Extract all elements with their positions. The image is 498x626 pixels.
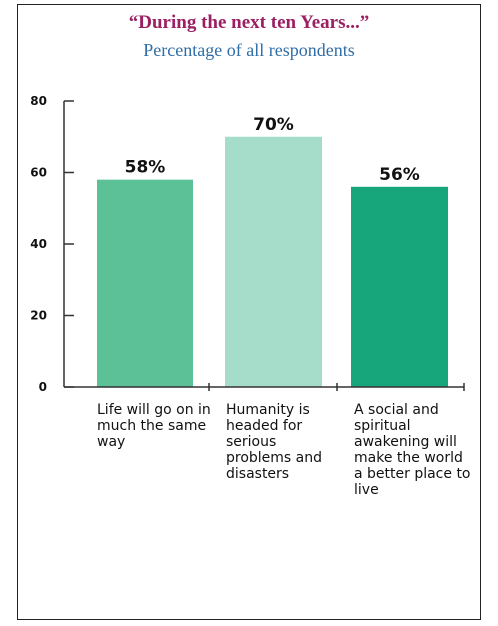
bar-3 [351,186,448,387]
data-label-1: 58% [125,158,166,178]
category-label-3: A social and spiritual awakening will ma… [354,402,471,498]
chart-subtitle: Percentage of all respondents [143,40,355,60]
y-tick-label-60: 60 [30,166,47,180]
y-tick-label-80: 80 [30,94,47,108]
bar-2 [225,136,322,387]
y-tick-label-20: 20 [30,309,47,323]
chart-title: “During the next ten Years...” [128,12,370,33]
data-labels: 58% 70% 56% [125,115,420,185]
y-tick-label-0: 0 [39,380,47,394]
category-label-2: Humanity is headed for serious problems … [226,402,323,482]
bars [97,136,448,387]
data-label-3: 56% [379,165,420,185]
category-label-1: Life will go on in much the same way [97,402,211,450]
data-label-2: 70% [253,115,294,135]
y-axis: 0 20 40 60 80 [30,94,74,394]
x-axis [64,383,465,391]
bar-1 [97,179,193,387]
y-tick-label-40: 40 [30,237,47,251]
